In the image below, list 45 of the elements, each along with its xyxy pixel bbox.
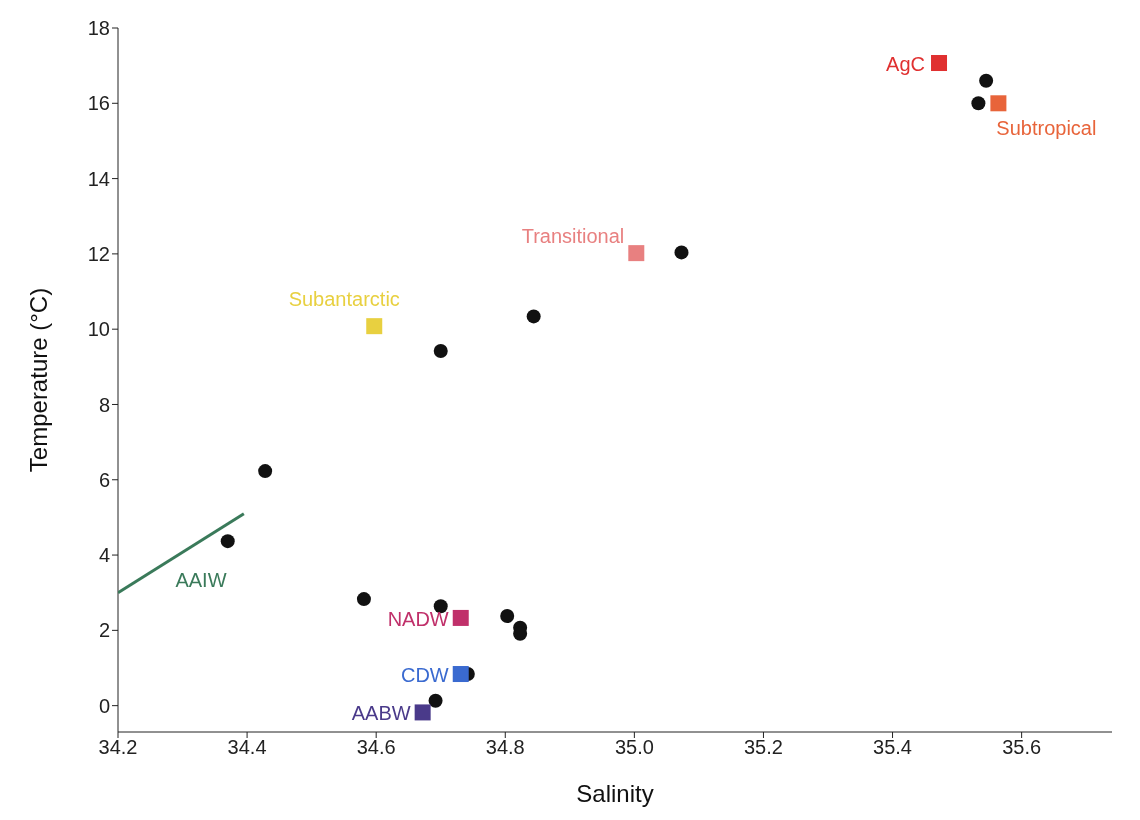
series-label: AABW — [351, 702, 411, 725]
series-label: AAIW — [175, 568, 227, 591]
point — [220, 534, 235, 549]
x-tick-label: 34.4 — [227, 736, 267, 759]
series-label: NADW — [387, 607, 449, 630]
series-label: Subtropical — [996, 117, 1097, 140]
series-label: CDW — [400, 664, 449, 687]
point — [258, 464, 273, 479]
point — [500, 609, 515, 624]
y-tick-label: 4 — [98, 544, 110, 567]
y-tick-label: 6 — [98, 468, 110, 491]
x-tick-label: 35.4 — [873, 736, 913, 759]
point — [931, 55, 948, 72]
x-tick-label: 34.2 — [98, 736, 138, 759]
series-label: Transitional — [521, 225, 625, 248]
x-tick-label: 34.8 — [485, 736, 525, 759]
y-tick-label: 2 — [98, 619, 110, 642]
y-tick-label: 12 — [87, 242, 110, 265]
point — [628, 245, 645, 262]
point — [433, 344, 448, 359]
x-tick-label: 35.6 — [1002, 736, 1042, 759]
y-axis-title: Temperature (°C) — [24, 287, 52, 473]
point — [979, 73, 994, 88]
point — [366, 318, 383, 335]
point — [452, 666, 469, 683]
x-tick-label: 35.2 — [743, 736, 783, 759]
point — [356, 592, 371, 607]
point — [452, 609, 469, 626]
y-tick-label: 0 — [98, 694, 110, 717]
point — [428, 693, 443, 708]
point — [526, 309, 541, 324]
x-axis-title: Salinity — [576, 780, 654, 807]
point — [990, 95, 1007, 112]
x-tick-label: 34.6 — [356, 736, 396, 759]
y-tick-label: 16 — [87, 92, 110, 115]
y-tick-label: 10 — [87, 318, 110, 341]
point — [971, 96, 986, 111]
series-label: AgC — [886, 53, 926, 76]
point — [674, 245, 689, 260]
y-tick-label: 18 — [87, 17, 110, 40]
y-tick-label: 14 — [87, 167, 110, 190]
point — [414, 704, 431, 721]
x-tick-label: 35.0 — [614, 736, 654, 759]
y-tick-label: 8 — [98, 393, 110, 416]
series-label: Subantarctic — [288, 288, 400, 311]
